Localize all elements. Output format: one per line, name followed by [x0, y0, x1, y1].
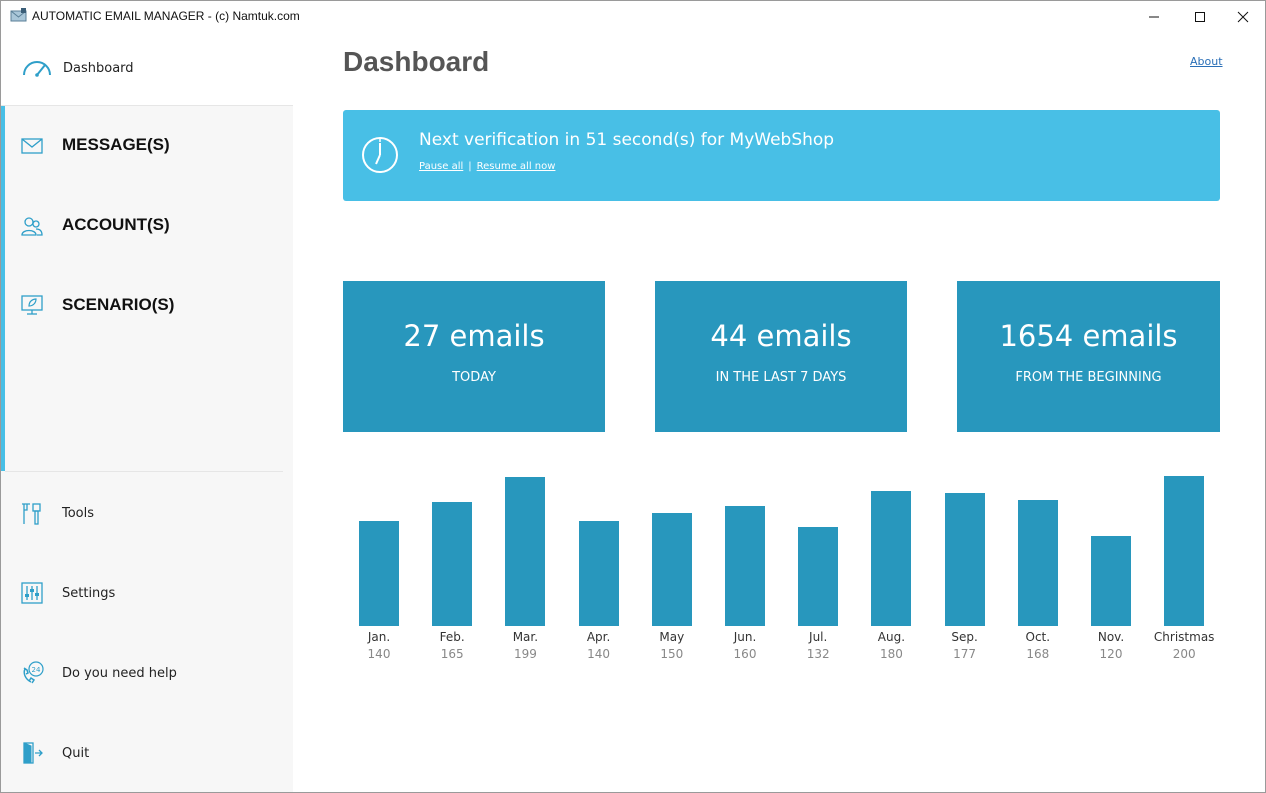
main-content: Dashboard About Next verification in 51 … [293, 32, 1265, 792]
chart-bar [1091, 536, 1131, 626]
svg-text:24: 24 [32, 666, 41, 674]
sidebar-item-label: SCENARIO(S) [62, 295, 175, 314]
speedometer-icon [23, 61, 51, 77]
sidebar-item-label: Do you need help [62, 666, 177, 681]
sidebar-item-tools[interactable]: Tools [1, 473, 293, 553]
title-bar[interactable]: AUTOMATIC EMAIL MANAGER - (c) Namtuk.com [1, 1, 1265, 32]
link-separator: | [468, 161, 472, 172]
about-link[interactable]: About [1190, 55, 1223, 68]
verification-banner: Next verification in 51 second(s) for My… [343, 110, 1220, 201]
maximize-icon [1195, 11, 1205, 22]
stat-value: 44 emails [710, 319, 852, 353]
chart-value-label: 140 [367, 647, 391, 661]
chart-bar [1017, 500, 1058, 626]
sidebar-item-label: MESSAGE(S) [62, 135, 170, 154]
chart-category-label: Nov. [1097, 630, 1125, 644]
chart-category-label: May [659, 630, 685, 644]
divider [5, 471, 283, 472]
chart-value-label: 150 [660, 647, 684, 661]
banner-links: Pause all | Resume all now [419, 161, 555, 172]
support-24-icon: 24 [23, 661, 44, 684]
chart-bar [578, 521, 619, 626]
sidebar-item-label: Quit [62, 746, 90, 761]
chart-category-label: Mar. [512, 630, 539, 644]
chart-category-label: Jun. [733, 630, 757, 644]
page-title: Dashboard [343, 46, 490, 77]
stat-card-from-beginning: 1654 emails FROM THE BEGINNING [957, 281, 1220, 432]
sidebar: Dashboard MESSAGE(S) ACCOUNT(S) [1, 32, 293, 792]
chart-category-label: Apr. [586, 630, 611, 644]
minimize-icon [1149, 16, 1159, 17]
sidebar-item-dashboard[interactable]: Dashboard [1, 32, 293, 105]
chart-category-label: Sep. [951, 630, 978, 644]
chart-bar [798, 527, 839, 626]
chart-category-label: Christmas [1153, 630, 1215, 644]
pause-all-link[interactable]: Pause all [419, 161, 464, 172]
chart-value-label: 199 [513, 647, 537, 661]
chart-value-label: 140 [587, 647, 611, 661]
chart-category-label: Aug. [877, 630, 906, 644]
tools-icon [22, 503, 41, 525]
sidebar-item-label: ACCOUNT(S) [62, 215, 170, 234]
chart-category-label: Feb. [439, 630, 465, 644]
close-button[interactable] [1220, 1, 1265, 32]
chart-bar [725, 506, 765, 626]
chart-bar [651, 513, 692, 626]
maximize-button[interactable] [1177, 1, 1223, 32]
sidebar-item-label: Dashboard [63, 61, 134, 76]
resume-all-link[interactable]: Resume all now [476, 161, 556, 172]
chart-bar [359, 521, 399, 626]
sidebar-item-help[interactable]: 24 Do you need help [1, 633, 293, 713]
chart-bar [871, 491, 912, 626]
chart-bar [1164, 476, 1205, 626]
chart-value-label: 180 [879, 647, 903, 661]
active-indicator [1, 106, 5, 471]
sidebar-item-label: Tools [62, 506, 95, 521]
chart-value-label: 165 [440, 647, 464, 661]
monthly-bar-chart: Jan. 140 Feb. 165 Mar. 199 Apr. 140 May 150 Jun. 16… [293, 462, 1265, 702]
monitor-leaf-icon [21, 295, 43, 315]
chart-bar [505, 477, 546, 626]
divider [1, 105, 293, 106]
chart-value-label: 177 [953, 647, 977, 661]
chart-bar [432, 502, 473, 626]
chart-category-label: Jul. [809, 630, 828, 644]
sidebar-item-messages[interactable]: MESSAGE(S) [1, 105, 293, 185]
close-icon [1237, 11, 1249, 22]
chart-value-label: 160 [733, 647, 757, 661]
users-icon [21, 217, 43, 236]
chart-value-label: 132 [806, 647, 830, 661]
sidebar-item-accounts[interactable]: ACCOUNT(S) [1, 185, 293, 265]
envelope-icon [21, 138, 43, 154]
minimize-button[interactable] [1131, 1, 1177, 32]
chart-bar [944, 493, 985, 626]
sidebar-item-scenarios[interactable]: SCENARIO(S) [1, 265, 293, 345]
stat-caption: TODAY [452, 370, 496, 385]
chart-value-label: 120 [1099, 647, 1123, 661]
sidebar-item-label: Settings [62, 586, 116, 601]
sidebar-item-quit[interactable]: Quit [1, 713, 293, 792]
app-logo-icon [10, 8, 27, 22]
sidebar-item-settings[interactable]: Settings [1, 553, 293, 633]
stat-caption: FROM THE BEGINNING [1015, 370, 1162, 385]
stat-value: 27 emails [403, 319, 545, 353]
verification-message: Next verification in 51 second(s) for My… [419, 130, 835, 150]
stat-caption: IN THE LAST 7 DAYS [715, 370, 847, 385]
stat-card-today: 27 emails TODAY [343, 281, 605, 432]
exit-door-icon [23, 742, 43, 764]
chart-value-label: 200 [1172, 647, 1196, 661]
window-title: AUTOMATIC EMAIL MANAGER - (c) Namtuk.com [32, 9, 300, 23]
settings-sliders-icon [21, 582, 43, 604]
chart-category-label: Oct. [1025, 630, 1051, 644]
stat-value: 1654 emails [999, 319, 1178, 353]
chart-category-label: Jan. [367, 630, 391, 644]
clock-icon [362, 137, 398, 173]
stat-card-last-7-days: 44 emails IN THE LAST 7 DAYS [655, 281, 907, 432]
chart-value-label: 168 [1026, 647, 1050, 661]
